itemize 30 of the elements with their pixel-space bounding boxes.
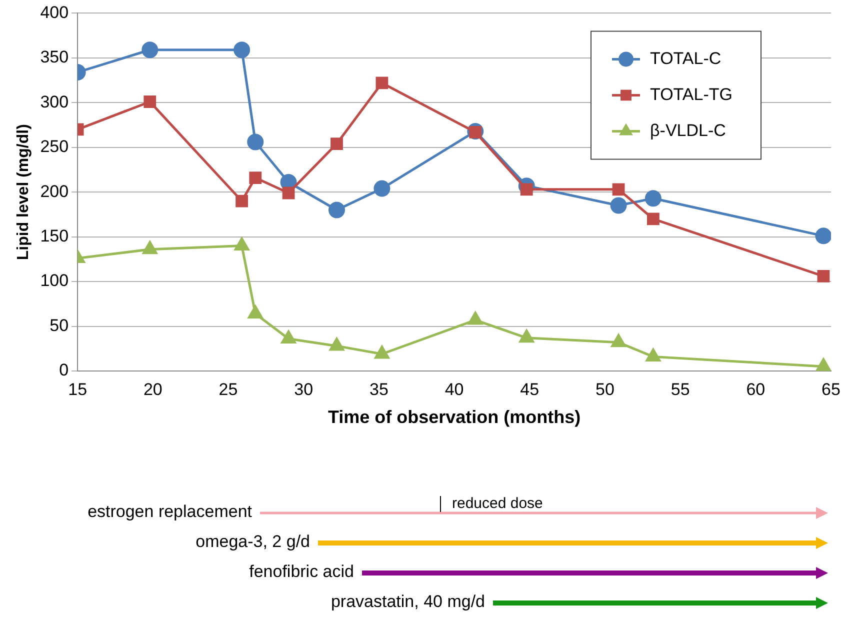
y-tick-label: 150 — [40, 226, 69, 246]
text: estrogen replacement — [88, 502, 252, 522]
legend-label: TOTAL-TG — [650, 84, 732, 104]
x-tick-label: 30 — [294, 380, 314, 399]
text: pravastatin, 40 mg/d — [330, 592, 485, 612]
text: fenofibric acid — [249, 562, 354, 582]
x-tick-label: 25 — [218, 380, 238, 399]
legend-label: β-VLDL-C — [650, 120, 726, 140]
y-tick-label: 400 — [40, 2, 69, 22]
x-tick-label: 45 — [520, 380, 540, 399]
y-tick-label: 100 — [40, 271, 69, 290]
text: reduced dose — [452, 494, 543, 514]
y-tick-label: 50 — [50, 316, 69, 335]
x-axis-title: Time of observation (months) — [328, 407, 581, 428]
x-tick-label: 60 — [746, 380, 766, 399]
legend-label: TOTAL-C — [650, 48, 722, 68]
y-tick-label: 200 — [40, 182, 69, 201]
y-tick-label: 350 — [40, 48, 69, 67]
y-tick-label: 300 — [40, 92, 69, 112]
x-tick-label: 20 — [143, 380, 162, 399]
x-tick-label: 50 — [596, 380, 614, 399]
y-axis-title: Lipid level (mg/dl) — [15, 124, 32, 260]
y-tick-label: 0 — [59, 360, 69, 380]
x-tick-label: 40 — [444, 380, 464, 399]
x-tick-label: 65 — [822, 380, 840, 399]
x-tick-label: 55 — [670, 380, 690, 399]
text: omega-3, 2 g/d — [196, 532, 310, 552]
x-tick-label: 15 — [68, 380, 88, 399]
x-tick-label: 35 — [369, 380, 388, 399]
y-tick-label: 250 — [40, 137, 69, 156]
